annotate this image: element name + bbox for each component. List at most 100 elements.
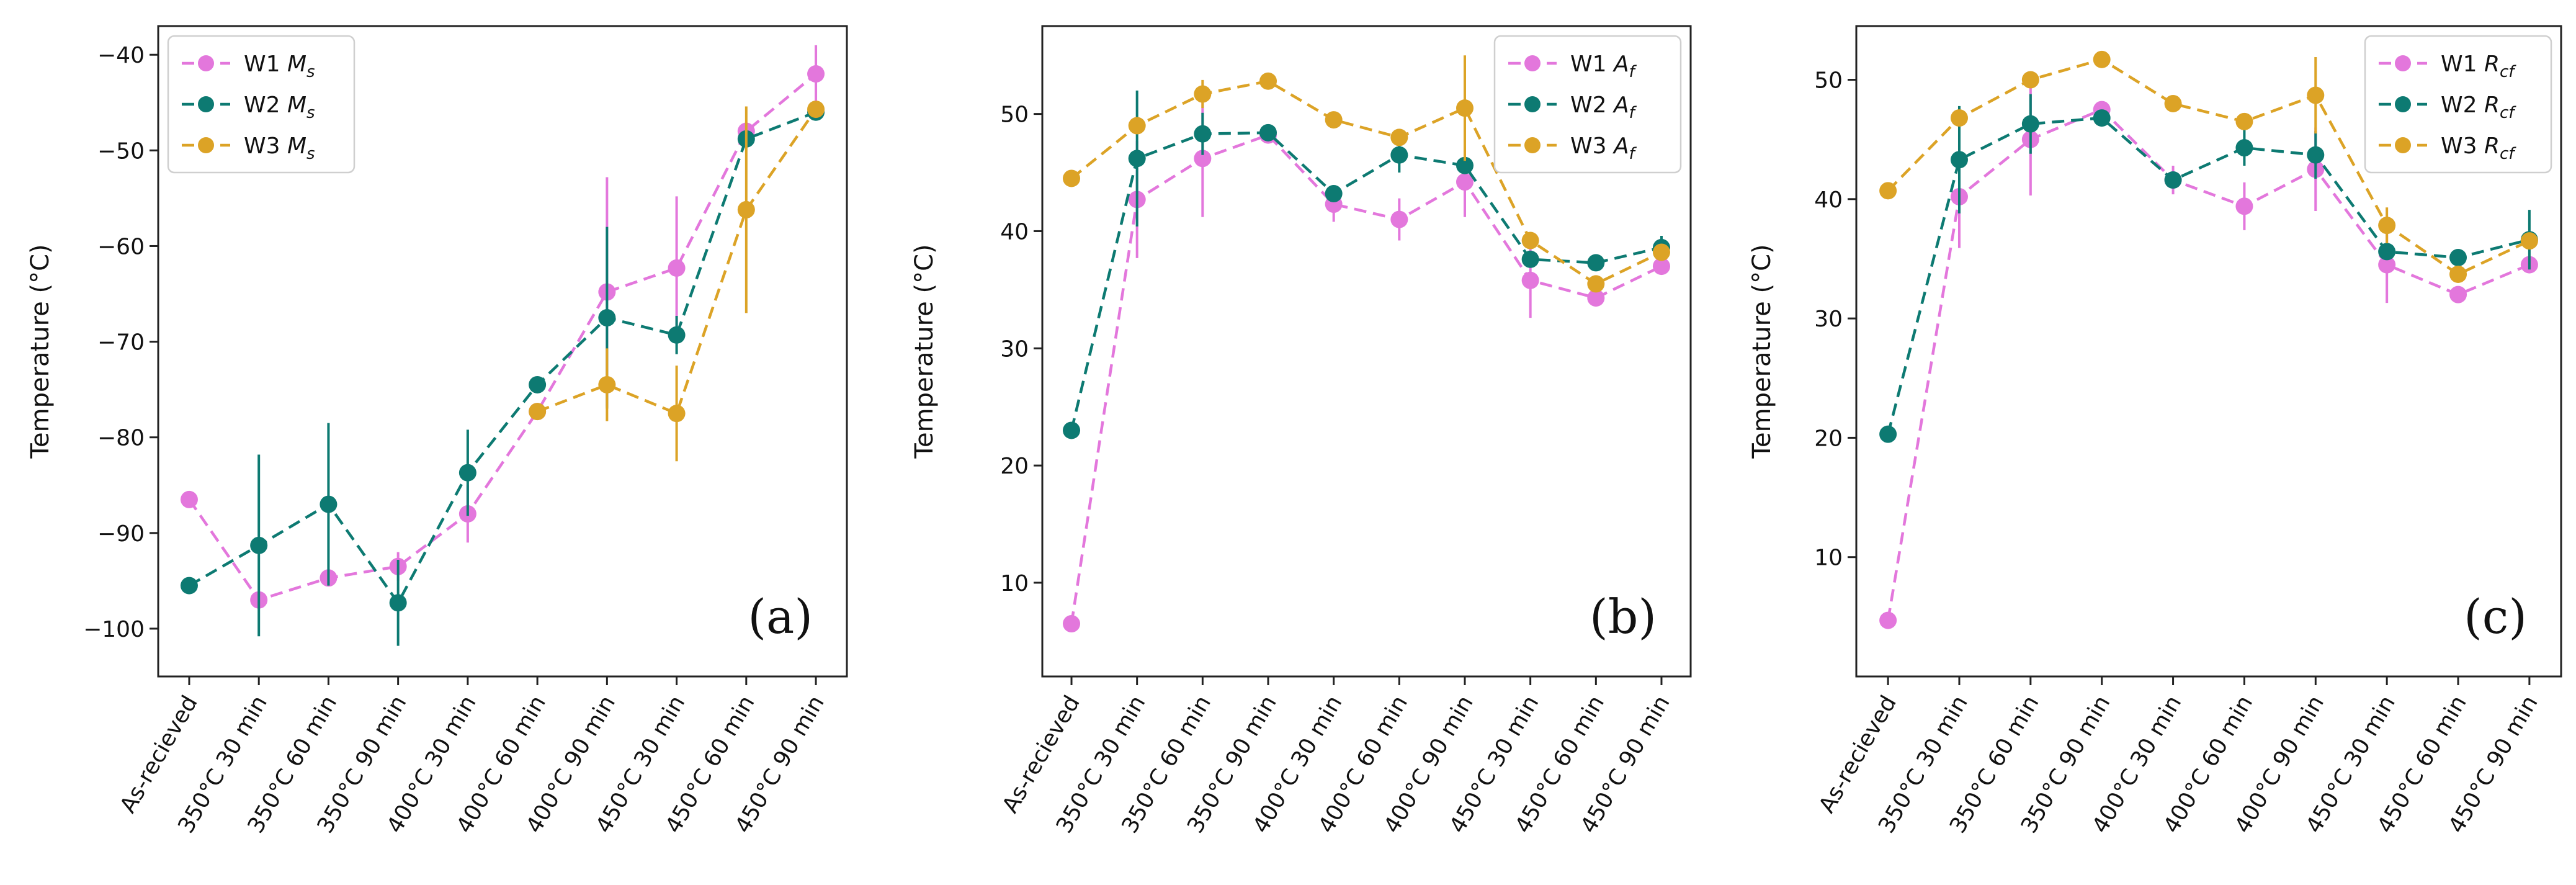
data-point (1521, 250, 1539, 268)
legend-entry-w2: W2 Ms (182, 92, 315, 122)
y-tick-label: −50 (97, 138, 145, 164)
legend-entry-w1: W1 Rcf (2379, 52, 2516, 81)
data-point (2449, 265, 2467, 283)
y-tick-label: 20 (1000, 454, 1029, 479)
series-w1 (1063, 99, 1670, 633)
data-point (320, 495, 338, 513)
legend-entry-w3: W3 Rcf (2379, 133, 2516, 163)
y-axis-label: Temperature (°C) (910, 244, 939, 459)
data-point (1879, 425, 1897, 443)
data-point (1879, 611, 1897, 629)
data-point (2307, 146, 2325, 164)
panel-label: (a) (748, 589, 813, 644)
series-line (1070, 133, 1662, 624)
legend-marker (1524, 137, 1541, 153)
series-line (1070, 79, 1662, 286)
data-point (1950, 151, 1968, 169)
y-tick-label: 20 (1814, 426, 1843, 451)
y-axis-label: Temperature (°C) (26, 244, 55, 459)
legend-label: W1 Rcf (2441, 52, 2516, 81)
y-axis-label: Temperature (°C) (1748, 244, 1776, 459)
series-w3 (1063, 55, 1670, 293)
legend-entry-w3: W3 Ms (182, 133, 315, 163)
data-point (1194, 125, 1212, 143)
data-point (1128, 150, 1146, 168)
series-line (537, 108, 817, 416)
legend-box (167, 35, 356, 174)
legend-label: W3 Af (1570, 133, 1637, 163)
data-point (1587, 275, 1605, 293)
data-point (1390, 128, 1408, 146)
series-w3 (1879, 50, 2538, 283)
data-point (598, 375, 616, 393)
data-point (2093, 109, 2111, 127)
legend: W1 Af W2 Af W3 Af (1493, 35, 1682, 174)
data-point (2164, 94, 2182, 112)
data-point (2235, 139, 2253, 157)
data-point (2235, 197, 2253, 215)
data-point (668, 259, 686, 277)
data-point (1521, 271, 1539, 289)
data-point (2449, 285, 2467, 303)
data-point (1194, 150, 1212, 168)
data-point (1456, 156, 1474, 174)
data-point (2235, 112, 2253, 130)
data-point (2021, 71, 2039, 89)
legend-label: W3 Rcf (2441, 133, 2516, 163)
data-point (389, 594, 407, 612)
legend-label: W3 Ms (244, 133, 315, 163)
series-line (1887, 58, 2530, 276)
legend-label: W2 Rcf (2441, 92, 2516, 122)
data-point (807, 101, 825, 119)
y-tick-label: −40 (97, 43, 145, 68)
legend-entry-w2: W2 Af (1508, 92, 1637, 122)
data-point (2449, 249, 2467, 267)
data-point (529, 403, 547, 421)
series-line (188, 110, 816, 606)
legend: W1 Ms W2 Ms W3 Ms (167, 35, 356, 174)
y-tick-label: 50 (1814, 68, 1843, 94)
data-point (1063, 169, 1081, 187)
series-line (1070, 131, 1662, 431)
y-tick-label: 10 (1000, 571, 1029, 596)
y-tick-label: −90 (97, 521, 145, 547)
legend-label: W1 Ms (244, 52, 315, 81)
y-tick-label: −60 (97, 234, 145, 259)
data-point (2164, 171, 2182, 189)
series-w3 (529, 101, 825, 462)
data-point (1128, 117, 1146, 135)
y-tick-label: 10 (1814, 546, 1843, 571)
legend-entry-w2: W2 Rcf (2379, 92, 2516, 122)
legend-entry-w3: W3 Af (1508, 133, 1637, 163)
legend-marker (2395, 55, 2411, 71)
data-point (1587, 254, 1605, 272)
data-point (598, 309, 616, 327)
data-point (1521, 231, 1539, 249)
data-point (2378, 243, 2396, 261)
data-point (737, 200, 755, 218)
data-point (2307, 86, 2325, 104)
legend-entry-w1: W1 Af (1508, 52, 1637, 81)
data-point (1259, 72, 1277, 90)
plot-frame (1041, 25, 1692, 678)
legend-entry-w1: W1 Ms (182, 52, 315, 81)
data-point (250, 536, 268, 554)
panel-label: (b) (1590, 589, 1657, 644)
y-tick-label: 40 (1814, 187, 1843, 213)
data-point (180, 490, 198, 508)
data-point (2520, 232, 2538, 250)
data-point (1259, 124, 1277, 142)
data-point (1390, 146, 1408, 164)
y-tick-label: 30 (1814, 307, 1843, 332)
data-point (1063, 421, 1081, 439)
data-point (1587, 289, 1605, 307)
data-point (807, 65, 825, 83)
legend-marker (2395, 96, 2411, 112)
legend-marker (198, 137, 214, 153)
data-point (1325, 185, 1343, 203)
data-point (2093, 50, 2111, 68)
